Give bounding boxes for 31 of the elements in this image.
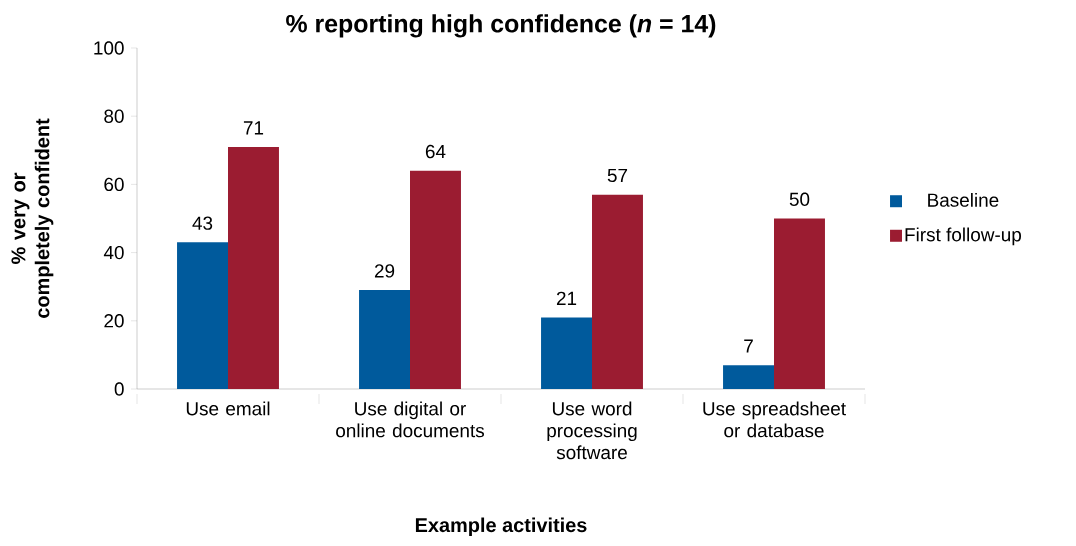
y-tick-label: 100: [94, 41, 124, 55]
y-tick-label: 20: [104, 314, 124, 328]
bar: [359, 290, 410, 389]
x-axis-title: Example activities: [415, 517, 587, 537]
bar: [592, 194, 643, 389]
y-axis-title: % very or completely confident: [11, 118, 54, 318]
bar: [410, 170, 461, 389]
y-tick-label: 0: [114, 382, 124, 396]
bar: [177, 242, 228, 389]
bar: [723, 365, 774, 389]
data-label: 7: [744, 339, 753, 353]
legend-label: Baseline: [928, 192, 999, 207]
x-tick-label: Use digital or online documents: [336, 401, 484, 438]
y-tick-label: 80: [104, 109, 124, 123]
data-label: 21: [556, 291, 577, 305]
legend-label: First follow-up: [905, 227, 1022, 246]
data-label: 50: [789, 192, 810, 206]
data-label: 71: [243, 121, 264, 135]
bar: [541, 317, 592, 389]
bar: [228, 146, 279, 389]
y-tick-label: 40: [103, 245, 124, 260]
data-label: 43: [192, 216, 213, 230]
data-label: 57: [607, 168, 628, 183]
chart-title: % reporting high confidence (n = 14): [286, 14, 716, 38]
bar: [774, 218, 825, 389]
x-tick-label: Use word processing software: [547, 401, 637, 460]
y-tick-label: 60: [104, 177, 124, 192]
data-label: 29: [374, 264, 395, 278]
x-tick-label: Use spreadsheet or database: [703, 401, 846, 438]
x-tick-label: Use email: [186, 401, 270, 416]
data-label: 64: [425, 144, 446, 159]
